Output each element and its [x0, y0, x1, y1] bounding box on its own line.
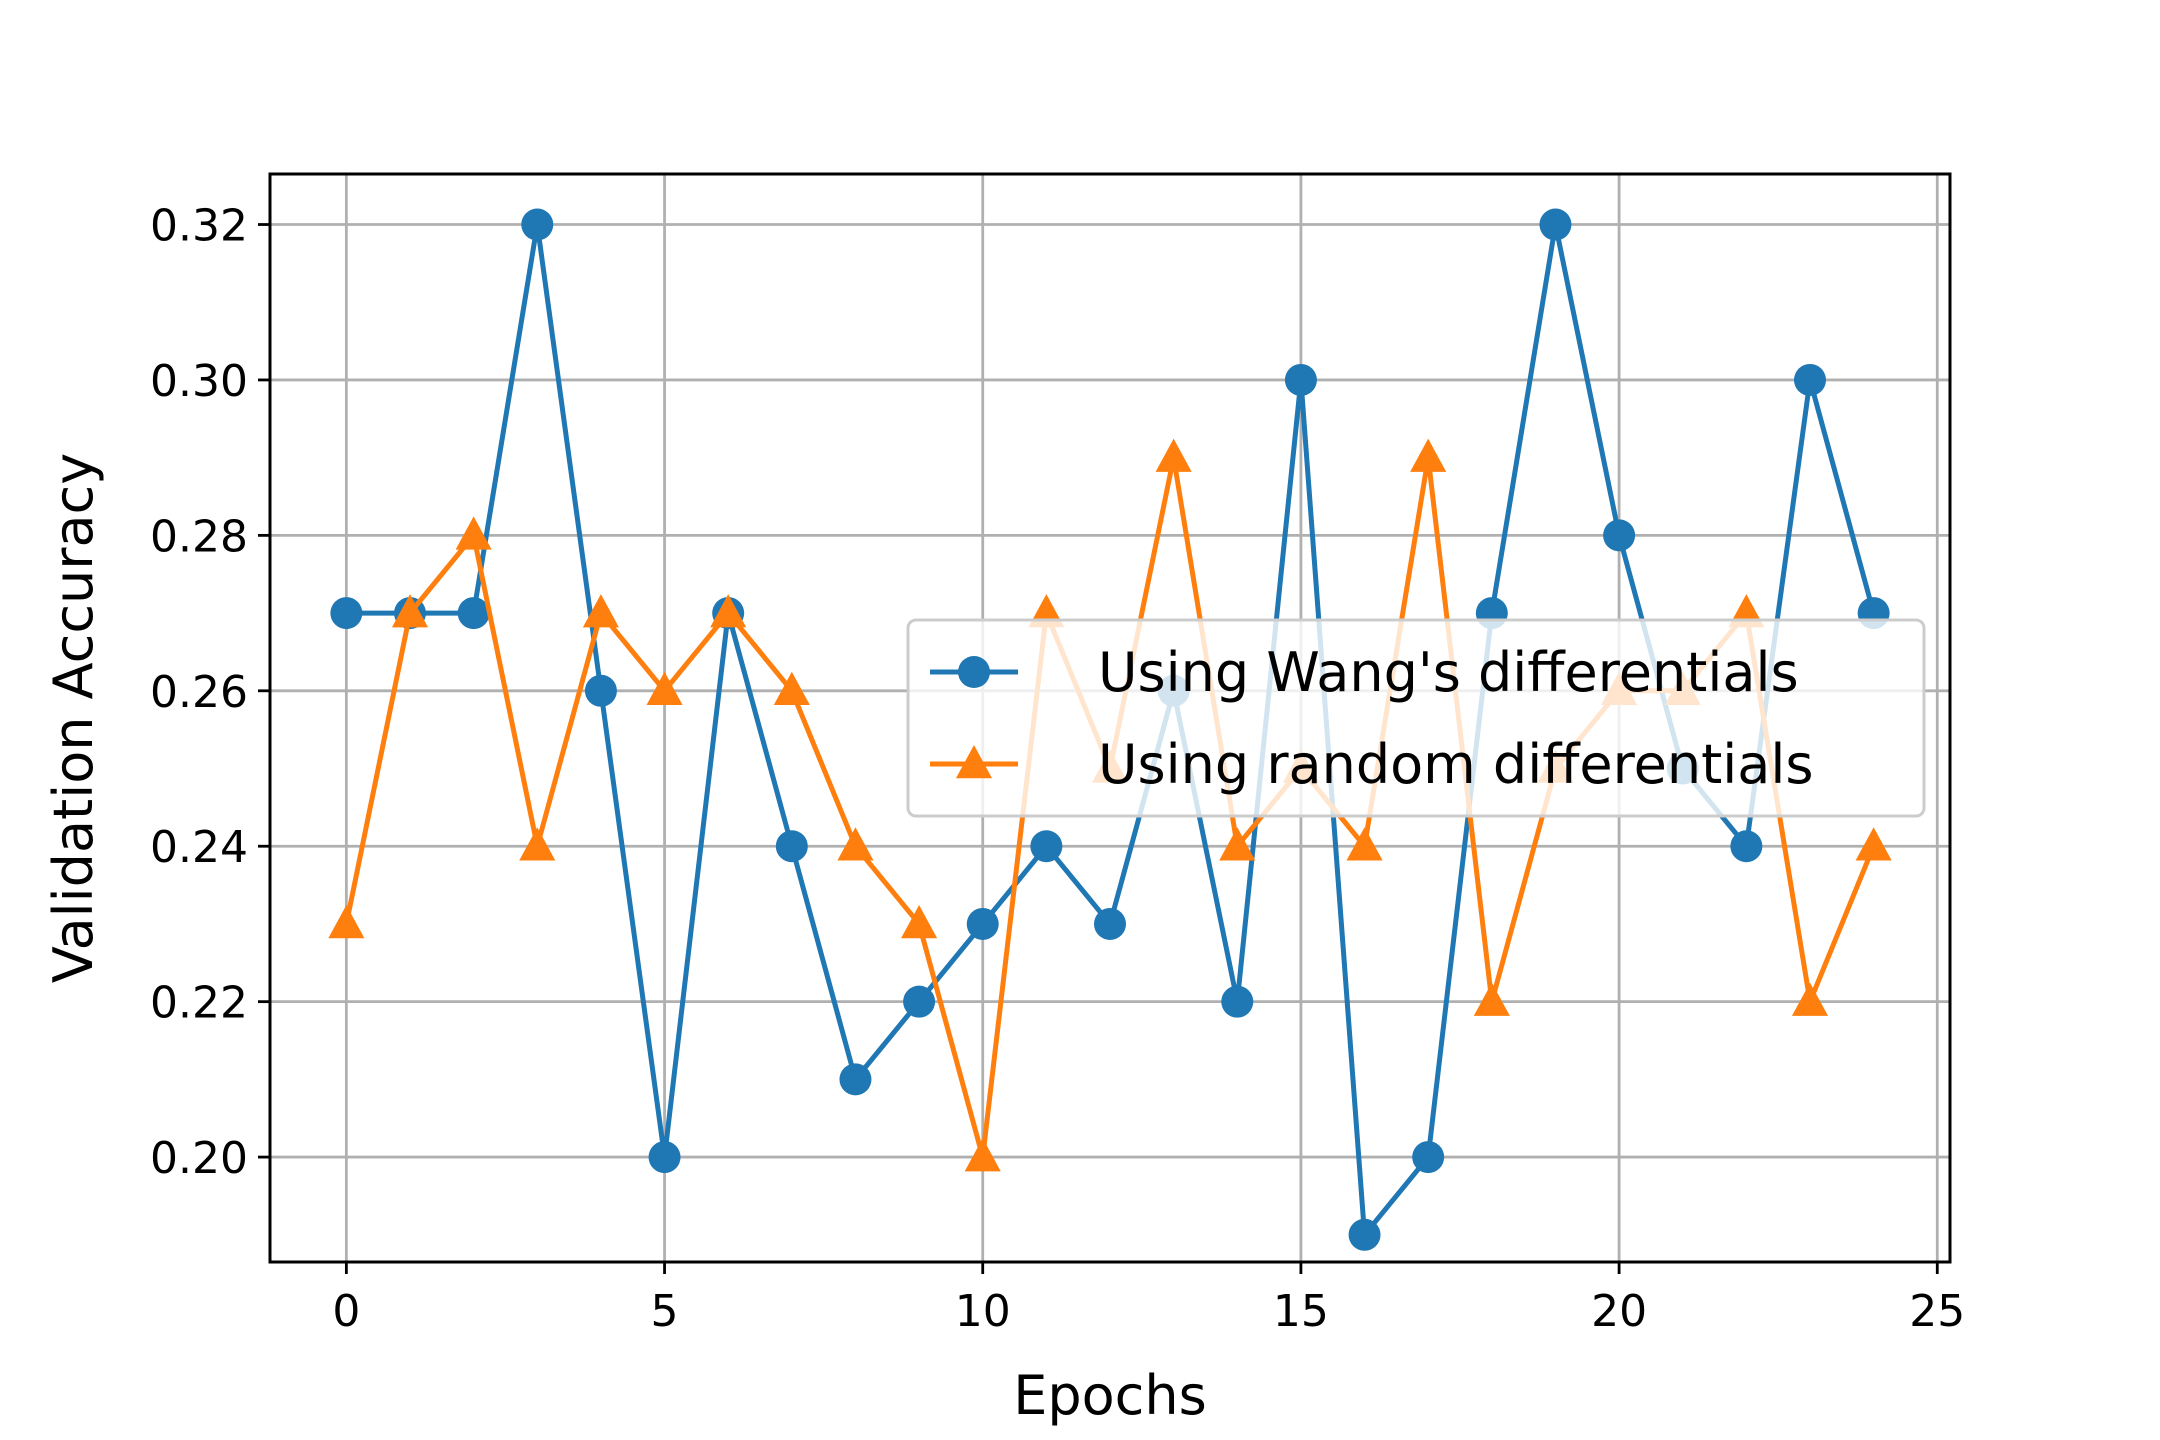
ticks: 0 5 10 15 20 25 0.20 0.22 0.24 0.26 0.28 0.30 0.32: [150, 201, 1965, 1337]
x-tick-label: 15: [1273, 1286, 1329, 1337]
data-point: [1219, 827, 1256, 861]
data-point: [455, 516, 492, 550]
legend-marker: [955, 745, 993, 779]
data-point: [330, 597, 363, 630]
data-point: [1539, 208, 1572, 241]
data-point: [901, 904, 938, 939]
x-tick-label: 5: [651, 1286, 679, 1337]
legend: Using Wang's differentials Using random d…: [906, 618, 1926, 818]
x-axis-label: Epochs: [1013, 1364, 1206, 1427]
data-point: [966, 907, 999, 940]
data-point: [775, 830, 808, 863]
data-point: [519, 827, 556, 861]
legend-entries: Using Wang's differentials Using random d…: [930, 641, 1814, 796]
y-tick-label: 0.30: [150, 356, 248, 407]
y-axis-label: Validation Accuracy: [42, 453, 105, 983]
legend-marker: [958, 656, 990, 688]
data-point: [1855, 827, 1892, 861]
legend-label: Using random differentials: [1098, 733, 1814, 796]
y-tick-label: 0.24: [150, 822, 248, 873]
legend-entry: Using random differentials: [930, 733, 1814, 796]
data-point: [1284, 363, 1317, 396]
data-point: [1094, 907, 1126, 940]
data-point: [1412, 1141, 1445, 1174]
data-point: [1346, 827, 1383, 861]
x-tick-label: 10: [955, 1286, 1011, 1337]
legend-entry: Using Wang's differentials: [930, 641, 1799, 704]
data-point: [839, 1063, 872, 1096]
data-point: [964, 1138, 1001, 1172]
data-point: [710, 594, 747, 628]
data-point: [648, 1141, 681, 1174]
data-point: [1603, 519, 1636, 552]
data-point: [1221, 985, 1254, 1018]
plot-frame: [268, 172, 1952, 1264]
data-point: [1348, 1218, 1381, 1251]
x-tick-label: 20: [1591, 1286, 1647, 1337]
legend-label: Using Wang's differentials: [1098, 641, 1799, 704]
data-point: [1410, 438, 1447, 472]
data-point: [903, 985, 936, 1018]
y-tick-label: 0.32: [150, 201, 248, 252]
legend-box: [906, 618, 1926, 818]
data-point: [1791, 982, 1829, 1016]
data-point: [773, 671, 810, 706]
data-point: [837, 827, 874, 861]
y-tick-label: 0.22: [150, 978, 248, 1029]
data-point: [391, 594, 429, 628]
data-point: [646, 671, 683, 706]
data-point: [582, 594, 619, 628]
data-point: [1794, 363, 1826, 396]
x-tick-label: 0: [332, 1286, 360, 1337]
data-point: [1473, 982, 1510, 1016]
y-tick-label: 0.28: [150, 511, 248, 562]
data-point: [521, 208, 554, 241]
data-point: [1030, 830, 1063, 863]
data-point: [1155, 438, 1192, 472]
y-tick-label: 0.20: [150, 1133, 248, 1184]
data-point: [457, 597, 490, 630]
data-point: [584, 674, 617, 707]
y-tick-label: 0.26: [150, 667, 248, 718]
x-tick-label: 25: [1909, 1286, 1965, 1337]
data-point: [328, 904, 365, 939]
data-point: [1730, 830, 1763, 863]
